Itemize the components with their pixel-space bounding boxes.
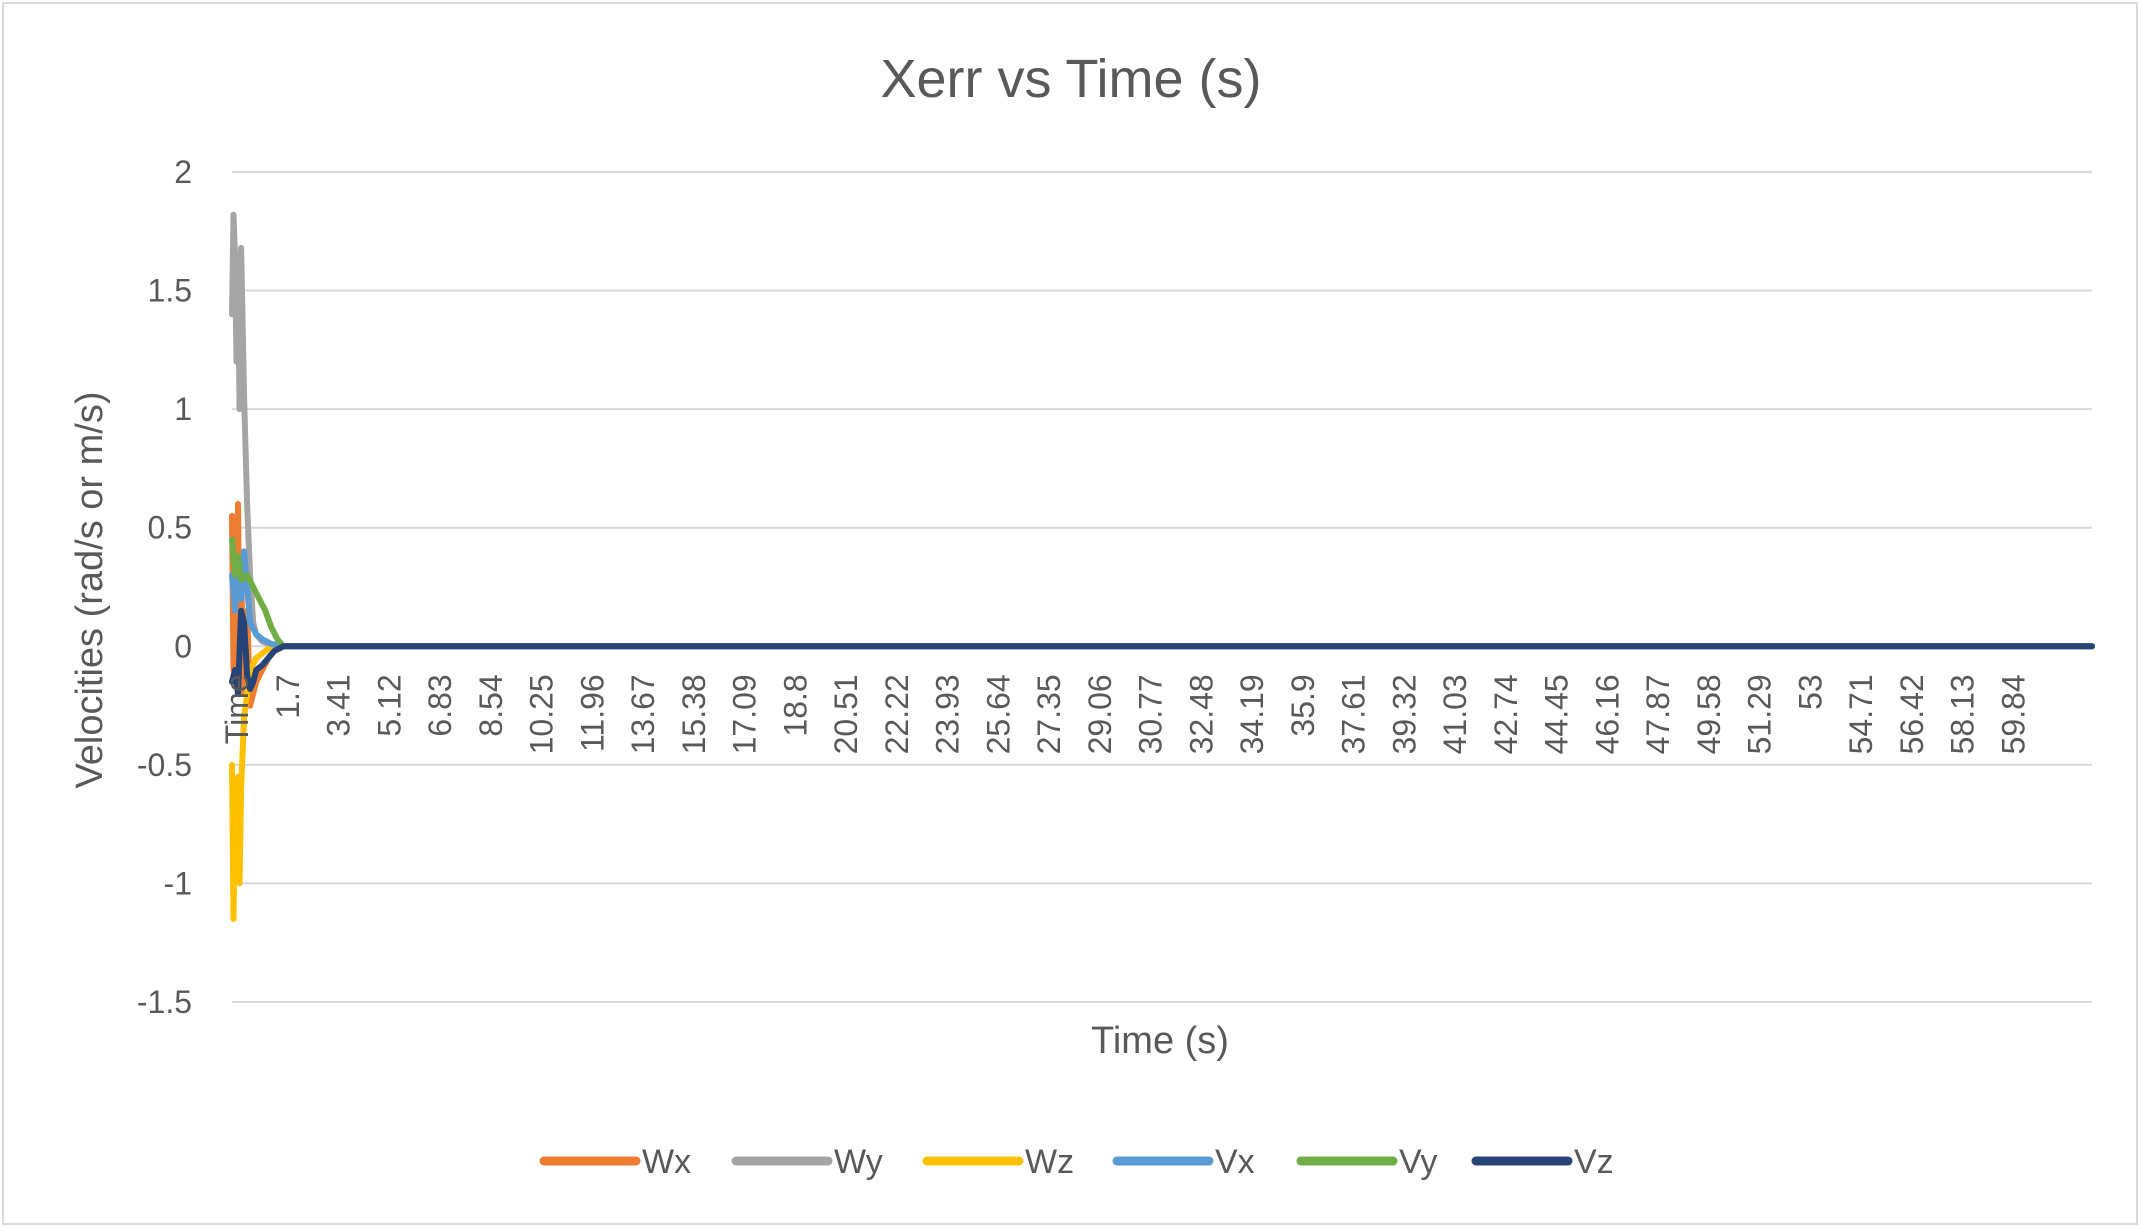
x-tick-label: 29.06 <box>1082 674 1118 754</box>
series-line-vx <box>229 548 2095 650</box>
legend-label-wz: Wz <box>1025 1143 1074 1181</box>
legend-label-vy: Vy <box>1399 1143 1437 1181</box>
legend-label-wy: Wy <box>834 1143 883 1181</box>
x-tick-label: 54.71 <box>1843 674 1879 754</box>
legend: Wx Wy Wz Vx Vy Vz <box>539 1143 1614 1181</box>
series-line-wz <box>229 643 2095 922</box>
x-tick-label: 49.58 <box>1691 674 1727 754</box>
x-tick-label: 23.93 <box>930 674 966 754</box>
y-tick-label: 2 <box>174 154 192 190</box>
x-tick-label: 22.22 <box>879 674 915 754</box>
x-tick-label: 58.13 <box>1945 674 1981 754</box>
y-tick-labels: 2 1.5 1 0.5 0 -0.5 -1 -1.5 <box>137 154 192 1020</box>
y-tick-label: -1.5 <box>137 984 192 1020</box>
x-tick-label: 13.67 <box>625 674 661 754</box>
y-tick-label: -0.5 <box>137 747 192 783</box>
x-tick-label: 34.19 <box>1234 674 1270 754</box>
series-line-vy <box>229 536 2095 650</box>
x-tick-label: 17.09 <box>727 674 763 754</box>
legend-label-vz: Vz <box>1574 1143 1614 1181</box>
series-lines <box>229 211 2095 922</box>
x-tick-label: 27.35 <box>1031 674 1067 754</box>
gridlines <box>232 171 2092 1003</box>
x-tick-label: 53 <box>1792 674 1828 710</box>
x-tick-label: 1.7 <box>270 674 306 718</box>
x-tick-label: 59.84 <box>1995 674 2031 754</box>
x-tick-label: 5.12 <box>371 674 407 736</box>
x-tick-label: 11.96 <box>574 674 610 752</box>
x-tick-label: 3.41 <box>321 674 357 736</box>
x-tick-label: 30.77 <box>1133 674 1169 754</box>
x-tick-label: 32.48 <box>1183 674 1219 754</box>
x-tick-label: 25.64 <box>980 674 1016 754</box>
y-tick-label: -1 <box>164 865 192 901</box>
x-axis-title: Time (s) <box>1091 1020 1229 1062</box>
y-tick-label: 1 <box>174 391 192 427</box>
x-tick-label: 37.61 <box>1336 674 1372 754</box>
legend-label-vx: Vx <box>1215 1143 1255 1181</box>
x-tick-label: 10.25 <box>524 674 560 754</box>
chart-title: Xerr vs Time (s) <box>880 49 1261 109</box>
x-tick-label: 8.54 <box>473 674 509 736</box>
series-line-vz <box>229 607 2095 697</box>
x-tick-label: Time <box>219 674 255 744</box>
x-tick-label: 46.16 <box>1589 674 1625 754</box>
y-axis-title: Velocities (rad/s or m/s) <box>69 392 111 789</box>
x-tick-label: 56.42 <box>1894 674 1930 754</box>
x-tick-label: 20.51 <box>828 674 864 754</box>
y-tick-label: 0 <box>174 628 192 664</box>
legend-label-wx: Wx <box>642 1143 691 1181</box>
x-tick-label: 18.8 <box>777 674 813 736</box>
x-tick-label: 44.45 <box>1539 674 1575 754</box>
y-tick-label: 0.5 <box>148 510 192 546</box>
x-tick-label: 35.9 <box>1285 674 1321 736</box>
x-tick-label: 41.03 <box>1437 674 1473 754</box>
x-tick-label: 39.32 <box>1386 674 1422 754</box>
x-tick-label: 6.83 <box>422 674 458 736</box>
series-line-wy <box>229 211 2095 650</box>
x-tick-labels: Time 1.7 3.41 5.12 6.83 8.54 10.25 11.96 13.67 15… <box>219 674 2031 754</box>
x-tick-label: 42.74 <box>1488 674 1524 754</box>
x-tick-label: 51.29 <box>1742 674 1778 754</box>
x-tick-label: 47.87 <box>1640 674 1676 754</box>
y-tick-label: 1.5 <box>148 273 192 309</box>
x-tick-label: 15.38 <box>676 674 712 754</box>
